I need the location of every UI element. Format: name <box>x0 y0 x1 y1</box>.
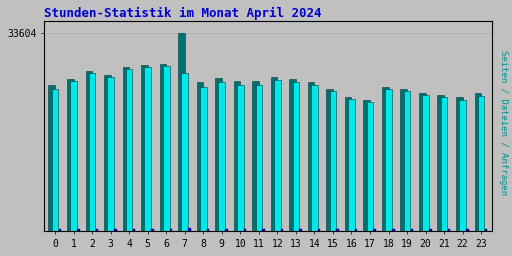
Bar <box>96 229 98 231</box>
Bar <box>219 82 225 231</box>
Bar <box>58 229 61 231</box>
Bar <box>126 69 133 231</box>
Bar <box>355 229 357 231</box>
Bar <box>133 229 135 231</box>
Bar <box>326 89 333 231</box>
Bar <box>437 94 444 231</box>
Bar <box>429 229 432 231</box>
Bar <box>244 229 246 231</box>
Bar <box>215 78 222 231</box>
Bar <box>104 75 111 231</box>
Bar <box>373 229 376 231</box>
Bar <box>108 77 114 231</box>
Bar <box>114 229 117 231</box>
Bar <box>404 91 410 231</box>
Bar <box>197 82 203 231</box>
Bar <box>292 82 299 231</box>
Bar <box>336 229 339 231</box>
Bar <box>77 229 79 231</box>
Bar <box>237 85 244 231</box>
Bar <box>300 229 302 231</box>
Bar <box>478 95 484 231</box>
Bar <box>419 93 425 231</box>
Bar <box>188 228 191 231</box>
Bar <box>382 87 389 231</box>
Bar <box>144 67 151 231</box>
Bar <box>345 97 351 231</box>
Bar <box>466 229 468 231</box>
Bar <box>67 79 74 231</box>
Bar <box>348 99 355 231</box>
Bar <box>262 229 265 231</box>
Bar <box>475 93 481 231</box>
Bar <box>89 73 95 231</box>
Bar <box>311 85 318 231</box>
Bar <box>207 229 209 231</box>
Bar <box>330 91 336 231</box>
Bar <box>392 229 395 231</box>
Text: Seiten / Dateien / Anfragen: Seiten / Dateien / Anfragen <box>499 50 508 195</box>
Bar <box>367 102 373 231</box>
Bar <box>225 229 228 231</box>
Bar <box>181 73 188 231</box>
Bar <box>160 64 166 231</box>
Bar <box>49 85 55 231</box>
Bar <box>385 89 392 231</box>
Bar <box>274 80 281 231</box>
Bar <box>459 100 466 231</box>
Text: Stunden-Statistik im Monat April 2024: Stunden-Statistik im Monat April 2024 <box>44 7 322 20</box>
Bar <box>200 87 206 231</box>
Bar <box>308 82 314 231</box>
Bar <box>169 229 172 231</box>
Bar <box>271 77 278 231</box>
Bar <box>141 65 147 231</box>
Bar <box>485 229 487 231</box>
Bar <box>441 97 447 231</box>
Bar <box>178 33 185 231</box>
Bar <box>400 89 407 231</box>
Bar <box>318 229 321 231</box>
Bar <box>447 229 450 231</box>
Bar <box>86 71 92 231</box>
Bar <box>151 229 154 231</box>
Bar <box>255 85 262 231</box>
Bar <box>411 229 413 231</box>
Bar <box>364 100 370 231</box>
Bar <box>281 229 283 231</box>
Bar <box>70 81 77 231</box>
Bar <box>456 97 463 231</box>
Bar <box>233 81 240 231</box>
Bar <box>252 81 259 231</box>
Bar <box>52 89 58 231</box>
Bar <box>122 67 129 231</box>
Bar <box>422 95 429 231</box>
Bar <box>163 66 169 231</box>
Bar <box>289 79 296 231</box>
